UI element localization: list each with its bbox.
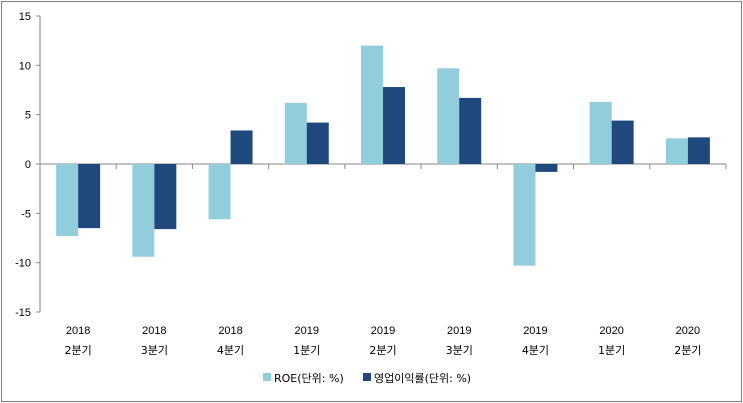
- bar-series1: [56, 164, 79, 237]
- bar-series1: [208, 164, 231, 220]
- x-category-year: 2019: [523, 325, 547, 337]
- x-category-year: 2019: [447, 325, 471, 337]
- bar-series1: [513, 164, 536, 266]
- x-category-quarter: 2분기: [369, 344, 396, 357]
- y-tick-label: -15: [15, 307, 31, 319]
- bar-series2: [459, 97, 482, 164]
- x-category-year: 2019: [295, 325, 319, 337]
- y-tick-label: -5: [21, 208, 31, 220]
- y-tick-label: 10: [19, 60, 31, 72]
- x-category-quarter: 1분기: [598, 344, 625, 357]
- y-tick-label: 15: [19, 11, 31, 23]
- x-category-quarter: 2분기: [64, 344, 91, 357]
- y-tick-label: -10: [15, 258, 31, 270]
- x-category-year: 2018: [218, 325, 242, 337]
- x-category-year: 2020: [676, 325, 700, 337]
- bar-series2: [230, 130, 253, 164]
- legend-label-series2: 영업이익률(단위: %): [374, 372, 471, 385]
- bar-series1: [589, 101, 612, 164]
- legend-swatch-series1: [263, 373, 271, 381]
- x-category-quarter: 4분기: [522, 344, 549, 357]
- bar-series2: [535, 164, 558, 172]
- x-category-year: 2018: [142, 325, 166, 337]
- legend-label-series1: ROE(단위: %): [274, 372, 344, 385]
- x-category-quarter: 4분기: [217, 344, 244, 357]
- x-category-year: 2018: [66, 325, 90, 337]
- bar-series1: [665, 138, 688, 164]
- x-category-quarter: 3분기: [446, 344, 473, 357]
- bar-series1: [132, 164, 155, 257]
- y-tick-label: 0: [25, 159, 31, 171]
- x-category-year: 2019: [371, 325, 395, 337]
- bar-series2: [154, 164, 177, 230]
- x-category-year: 2020: [599, 325, 623, 337]
- bar-series1: [437, 68, 460, 164]
- x-category-quarter: 3분기: [141, 344, 168, 357]
- x-category-quarter: 2분기: [674, 344, 701, 357]
- bar-series2: [611, 120, 634, 164]
- y-tick-label: 5: [25, 110, 31, 122]
- bar-series2: [78, 164, 101, 229]
- legend-swatch-series2: [363, 373, 371, 381]
- bar-series1: [284, 102, 307, 164]
- x-category-quarter: 1분기: [293, 344, 320, 357]
- bar-series2: [687, 137, 710, 164]
- bar-series2: [306, 122, 329, 164]
- bar-series2: [383, 87, 405, 164]
- bar-series1: [361, 45, 383, 164]
